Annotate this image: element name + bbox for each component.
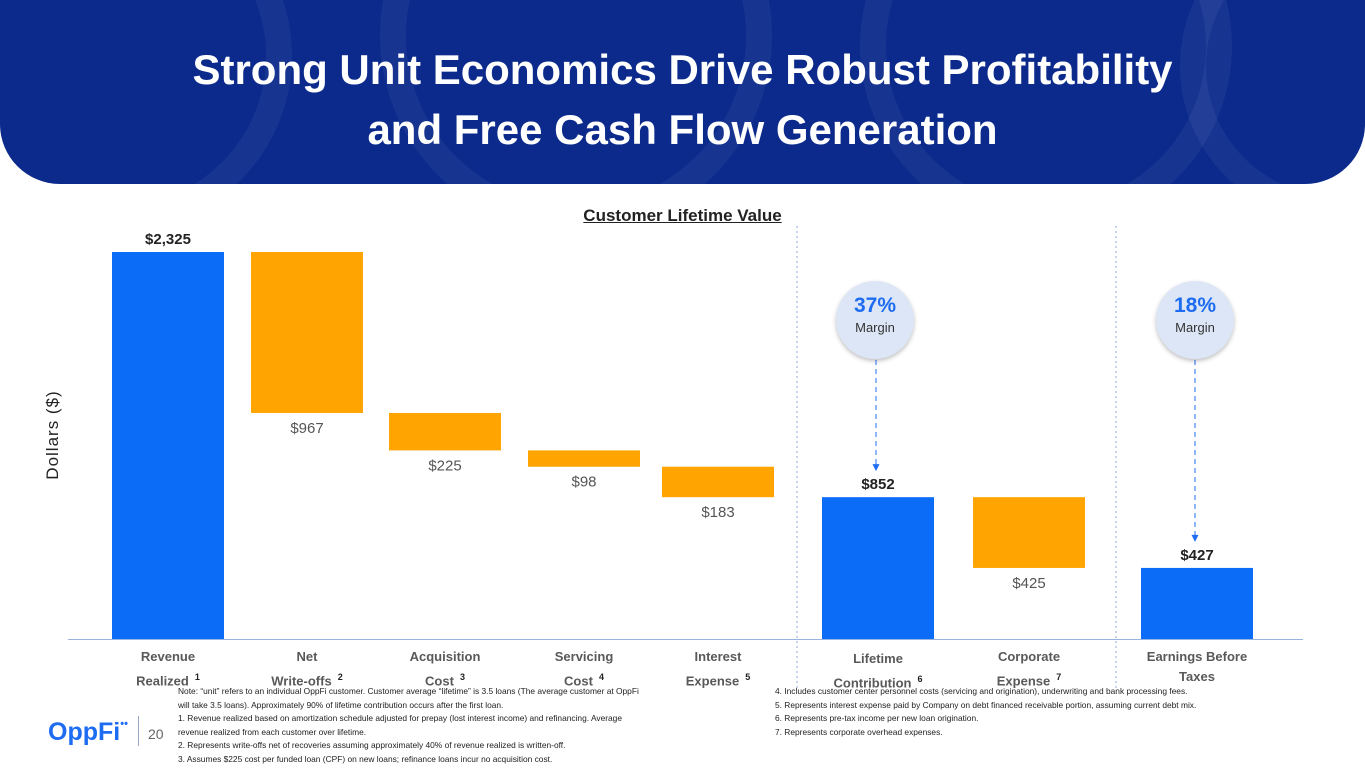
x-tick-label: Corporate Expense 7 <box>996 649 1062 689</box>
margin-label: Margin <box>855 320 895 335</box>
margin-bubble-ebt: 18% Margin <box>1156 281 1234 359</box>
footnote-marker: 4 <box>598 672 604 682</box>
bar-net-write-offs <box>251 252 363 413</box>
footnote-marker: 2 <box>337 672 343 682</box>
footnote-marker: 7 <box>1056 672 1062 682</box>
footnote: 6. Represents pre-tax income per new loa… <box>775 713 979 723</box>
footnote: 2. Represents write-offs net of recoveri… <box>178 740 566 750</box>
x-tick-label: Earnings Before Taxes <box>1146 649 1248 684</box>
footnote-marker: 1 <box>194 672 200 682</box>
footnote: 3. Assumes $225 cost per funded loan (CP… <box>178 753 553 764</box>
x-tick-label: Lifetime Contribution 6 <box>833 651 923 691</box>
slide-title-line-1: Strong Unit Economics Drive Robust Profi… <box>192 46 1173 93</box>
footnote: 4. Includes customer center personnel co… <box>775 686 1188 696</box>
bar-corporate-expense <box>973 497 1085 568</box>
margin-percent: 18% <box>1173 294 1217 317</box>
footnote: Note: “unit” refers to an individual Opp… <box>178 686 639 696</box>
x-tick-label: Interest Expense 5 <box>685 649 751 689</box>
footnote: 1. Revenue realized based on amortizatio… <box>178 713 622 723</box>
footnotes-right: 4. Includes customer center personnel co… <box>775 685 1335 739</box>
footnote-marker: 5 <box>745 672 751 682</box>
x-tick-label: Servicing Cost 4 <box>554 649 614 689</box>
footnote-marker: 6 <box>917 674 923 684</box>
margin-bubble-contribution: 37% Margin <box>836 281 914 359</box>
bar-servicing-cost <box>528 450 640 467</box>
x-tick-label: Acquisition Cost 3 <box>409 649 481 689</box>
margin-label: Margin <box>1175 320 1215 335</box>
footnote: revenue realized from each customer over… <box>178 726 367 737</box>
data-label: $427 <box>1180 547 1213 564</box>
footnote-marker: 3 <box>459 672 465 682</box>
margin-arrow-head <box>872 464 880 472</box>
margin-percent: 37% <box>853 294 897 317</box>
margin-arrow-head <box>1191 534 1199 542</box>
bar-interest-expense <box>662 466 774 498</box>
data-label: $967 <box>290 420 323 437</box>
data-label: $183 <box>701 504 734 521</box>
bar-acquisition-cost <box>389 412 501 451</box>
data-label: $98 <box>571 474 596 491</box>
page-number: 20 <box>148 726 164 742</box>
footnotes-left: Note: “unit” refers to an individual Opp… <box>178 685 768 766</box>
bar-lifetime-contribution <box>822 497 934 639</box>
footnote: 7. Represents corporate overhead expense… <box>775 726 943 737</box>
slide-title-line-2: and Free Cash Flow Generation <box>367 106 998 153</box>
footnote: 5. Represents interest expense paid by C… <box>775 699 1197 710</box>
x-tick-label: Revenue Realized 1 <box>136 649 200 689</box>
footnote: will take 3.5 loans). Approximately 90% … <box>178 699 504 710</box>
title-banner: Strong Unit Economics Drive Robust Profi… <box>0 0 1365 184</box>
chart-title: Customer Lifetime Value <box>583 206 782 225</box>
data-label: $225 <box>428 457 461 474</box>
data-label: $425 <box>1012 575 1045 592</box>
bar-revenue-realized <box>112 252 224 639</box>
data-label: $2,325 <box>145 231 191 248</box>
logo-divider <box>138 716 139 746</box>
bar-earnings-before-taxes <box>1141 567 1253 639</box>
oppfi-logo: OppFi•• <box>48 718 128 746</box>
x-tick-label: Net Write-offs 2 <box>271 649 343 689</box>
data-label: $852 <box>861 476 894 493</box>
